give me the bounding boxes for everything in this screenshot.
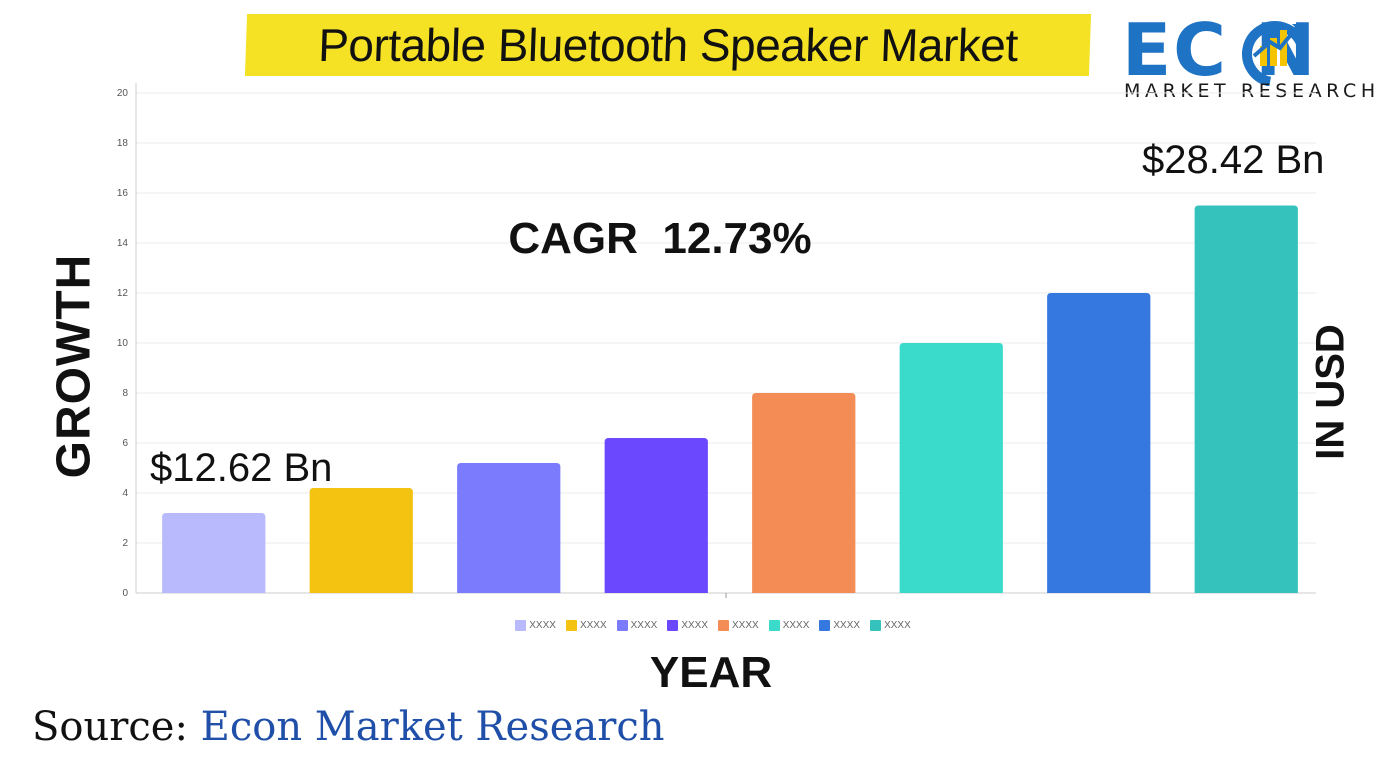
legend-label: XXXX <box>579 620 607 631</box>
x-axis-label: YEAR <box>649 648 773 697</box>
legend-item: XXXX <box>718 620 759 631</box>
start-value-annotation: $12.62 Bn <box>150 446 333 490</box>
bar <box>1047 293 1151 593</box>
bar <box>1194 205 1298 593</box>
legend-swatch <box>565 620 577 631</box>
legend-label: XXXX <box>681 620 708 631</box>
bar <box>162 513 266 593</box>
y-tick-label: 8 <box>122 388 128 399</box>
bar <box>604 438 708 593</box>
legend-item: XXXX <box>565 620 607 631</box>
legend-label: XXXX <box>630 620 658 631</box>
y-tick-label: 16 <box>117 188 129 199</box>
legend-item: XXXX <box>667 620 708 631</box>
y-tick-label: 0 <box>122 588 128 599</box>
econ-logo: EC N MARKET RESEARCH <box>1118 8 1380 108</box>
legend-label: XXXX <box>782 620 810 631</box>
y-tick-label: 4 <box>122 488 128 499</box>
legend-swatch <box>667 620 679 631</box>
legend-item: XXXX <box>870 620 911 631</box>
logo-growth-icon <box>1242 21 1308 86</box>
chart-legend: XXXX XXXX XXXX XXXX XXXX XXXX XXXX XXXX <box>0 620 1394 631</box>
legend-item: XXXX <box>819 620 860 631</box>
legend-item: XXXX <box>768 620 810 631</box>
legend-swatch <box>616 620 628 631</box>
legend-swatch <box>819 620 831 631</box>
end-value-annotation: $28.42 Bn <box>1142 138 1325 182</box>
legend-label: XXXX <box>833 620 861 631</box>
legend-item: XXXX <box>515 620 556 631</box>
legend-label: XXXX <box>732 620 759 631</box>
legend-swatch <box>870 620 882 631</box>
source-label: Source: <box>32 704 188 750</box>
y-tick-label: 18 <box>117 138 129 149</box>
bar <box>309 488 413 593</box>
y-tick-label: 6 <box>122 438 128 449</box>
logo-subtitle: MARKET RESEARCH <box>1124 80 1380 102</box>
y-tick-label: 2 <box>122 538 128 549</box>
bar <box>752 393 856 593</box>
legend-label: XXXX <box>529 620 556 631</box>
y-axis-label: GROWTH <box>47 253 101 479</box>
cagr-annotation: CAGR 12.73% <box>508 214 812 263</box>
y-tick-label: 10 <box>117 338 129 349</box>
y-tick-label: 14 <box>117 238 129 249</box>
source-credit: Source: Econ Market Research <box>32 704 665 750</box>
legend-item: XXXX <box>616 620 658 631</box>
bar <box>899 343 1003 593</box>
legend-swatch <box>515 620 527 631</box>
legend-label: XXXX <box>884 620 911 631</box>
bar <box>457 463 561 593</box>
legend-swatch <box>768 620 780 631</box>
source-name: Econ Market Research <box>187 704 665 750</box>
legend-swatch <box>718 620 729 631</box>
y-tick-label: 12 <box>117 288 129 299</box>
y-tick-label: 20 <box>117 88 129 99</box>
y-axis-label-right: IN USD <box>1308 324 1353 460</box>
